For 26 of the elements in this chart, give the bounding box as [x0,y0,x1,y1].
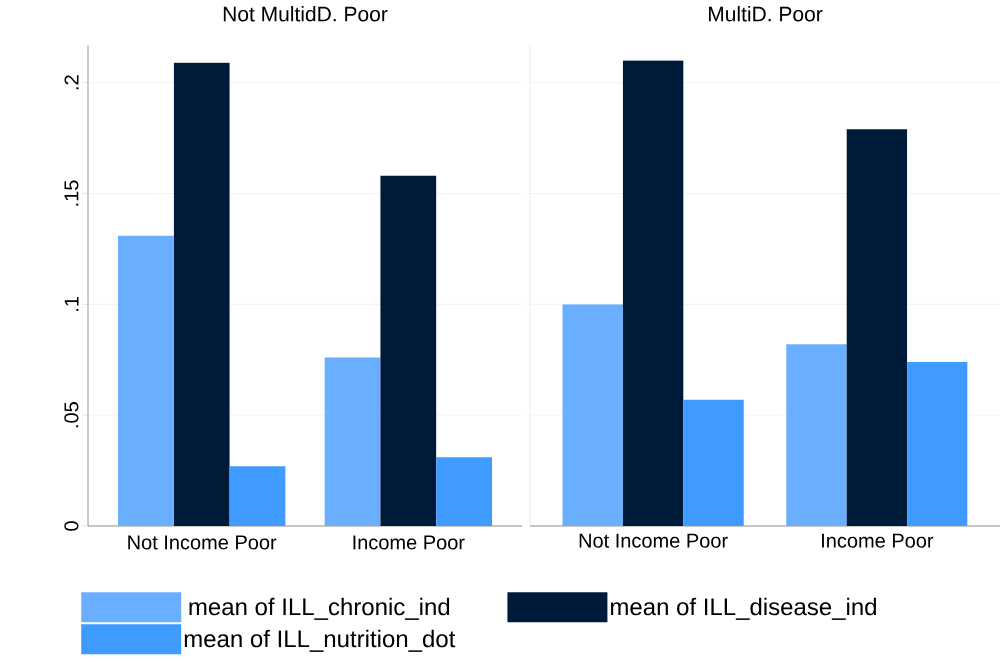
x-tick-label: Not Income Poor [579,533,728,548]
y-tick-label: .15 [64,180,79,206]
chart-title: MultiD. Poor [708,6,823,22]
x-tick-label: Income Poor [353,535,465,550]
legend-label: mean of ILL_nutrition_dot [184,629,456,652]
bar [436,457,493,526]
bar [786,344,847,526]
y-tick-label: .05 [64,402,79,428]
chart-title: Not MultidD. Poor [223,6,388,22]
y-tick-label: .2 [64,75,79,90]
bar [562,304,623,526]
y-tick-label: .1 [64,296,79,311]
bar [117,235,174,526]
y-tick-label: 0 [64,521,79,531]
bar [173,62,230,526]
bar [622,60,684,526]
legend-label: mean of ILL_disease_ind [611,597,876,620]
legend-label: mean of ILL_chronic_ind [189,597,450,620]
bar [683,399,744,526]
bar [324,357,381,526]
bar [846,129,908,526]
bar [229,466,286,526]
x-tick-label: Income Poor [822,533,934,548]
bar [380,175,437,526]
x-tick-label: Not Income Poor [128,535,277,550]
bar [907,361,968,526]
